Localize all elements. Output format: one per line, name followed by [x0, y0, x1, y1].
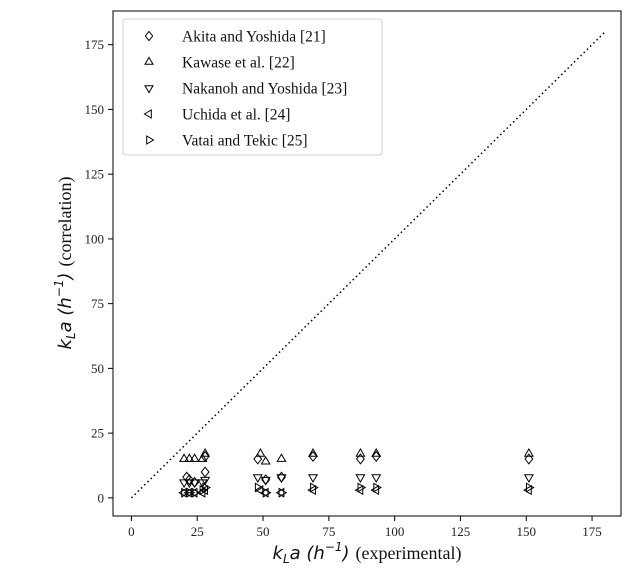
x-tick-label: 75	[322, 524, 335, 539]
data-point-triangle-up	[371, 448, 382, 457]
y-tick-label: 25	[91, 426, 104, 441]
data-point-diamond	[524, 453, 534, 465]
plot-area	[112, 10, 622, 517]
legend-label: Nakanoh and Yoshida [23]	[182, 81, 347, 98]
legend-label: Uchida et al. [24]	[182, 107, 290, 124]
legend-marker-triangle-down	[144, 85, 154, 94]
y-tick-label: 125	[85, 167, 105, 182]
data-point-triangle-up	[179, 453, 190, 462]
data-point-triangle-right	[310, 482, 319, 493]
x-tick-label: 175	[582, 524, 602, 539]
x-axis-ticks: 0 25 50 75 100 125 150 175	[128, 516, 602, 539]
data-point-diamond	[371, 450, 381, 463]
data-point-triangle-right	[186, 487, 196, 498]
data-point-triangle-right	[181, 487, 190, 498]
data-point-diamond	[253, 453, 263, 465]
data-point-triangle-right	[373, 482, 383, 493]
data-point-triangle-up	[184, 453, 195, 462]
data-point-diamond	[308, 450, 318, 463]
data-point-diamond	[355, 453, 365, 465]
y-tick-label: 175	[85, 37, 105, 52]
x-tick-label: 25	[191, 524, 204, 539]
y-tick-label: 75	[91, 296, 104, 311]
data-point-triangle-right	[357, 482, 367, 493]
data-point-diamond	[200, 466, 210, 478]
data-point-triangle-right	[191, 487, 201, 498]
data-point-triangle-down	[179, 479, 190, 489]
legend-marker-triangle-up	[144, 56, 154, 65]
y-tick-label: 100	[85, 231, 105, 246]
data-point-triangle-right	[278, 487, 288, 498]
legend-label: Akita and Yoshida [21]	[182, 29, 326, 46]
data-point-triangle-down	[523, 474, 534, 483]
y-axis-ticks: 0 25 50 75 100 125 150 175	[85, 37, 113, 505]
x-axis-label-math: k	[273, 543, 285, 564]
y-tick-label: 0	[98, 490, 105, 505]
parity-line	[130, 31, 606, 499]
legend-label: Kawase et al. [22]	[182, 55, 295, 72]
data-point-triangle-up	[189, 453, 200, 462]
x-tick-label: 50	[257, 524, 270, 539]
data-point-triangle-left	[370, 485, 380, 496]
data-point-triangle-left	[259, 487, 269, 498]
data-point-triangle-left	[275, 487, 285, 498]
y-tick-label: 50	[91, 361, 104, 376]
data-point-diamond	[184, 474, 194, 486]
data-point-triangle-up	[260, 455, 271, 465]
data-point-triangle-down	[184, 479, 195, 489]
data-point-triangle-up	[523, 448, 534, 457]
data-point-triangle-left	[523, 485, 532, 496]
legend-box	[122, 18, 383, 156]
data-point-triangle-right	[262, 487, 272, 498]
data-point-triangle-down	[276, 474, 287, 483]
legend-marker-triangle-right	[146, 135, 155, 145]
data-point-triangle-down	[260, 476, 271, 486]
data-point-triangle-right	[202, 482, 211, 493]
x-axis-label: kLa (h−1) (experimental)	[273, 540, 462, 566]
legend-marker-triangle-left	[143, 109, 152, 119]
y-tick-label: 150	[85, 102, 105, 117]
x-tick-label: 100	[385, 524, 405, 539]
y-axis-label: kLa (h−1)(correlation)	[52, 177, 78, 350]
data-point-triangle-right	[199, 485, 209, 496]
data-point-triangle-down	[307, 474, 319, 483]
data-point-triangle-up	[307, 448, 319, 457]
data-point-triangle-down	[189, 479, 200, 489]
data-point-triangle-left	[307, 485, 316, 496]
legend-label: Vatai and Tekic [25]	[182, 133, 308, 150]
data-point-triangle-up	[197, 453, 208, 462]
x-tick-label: 125	[451, 524, 471, 539]
data-point-triangle-up	[200, 448, 211, 457]
data-points-group	[178, 448, 535, 498]
data-point-triangle-down	[252, 474, 263, 483]
data-point-triangle-right	[525, 482, 535, 493]
data-point-triangle-down	[371, 474, 382, 483]
parity-line-group	[130, 31, 606, 499]
data-point-triangle-left	[354, 485, 364, 496]
legend: Akita and Yoshida [21] Kawase et al. [22]…	[122, 18, 383, 156]
data-point-triangle-up	[255, 448, 266, 457]
x-tick-label: 150	[516, 524, 536, 539]
data-point-triangle-down	[355, 474, 366, 483]
y-axis-label-text: (correlation)	[55, 177, 76, 267]
data-point-triangle-up	[355, 448, 366, 457]
x-axis-label-text: (experimental)	[356, 543, 462, 564]
x-tick-label: 0	[128, 524, 135, 539]
legend-marker-diamond	[144, 30, 154, 42]
data-point-triangle-right	[254, 482, 264, 493]
data-point-triangle-up	[276, 453, 287, 462]
data-point-triangle-down	[200, 476, 211, 486]
